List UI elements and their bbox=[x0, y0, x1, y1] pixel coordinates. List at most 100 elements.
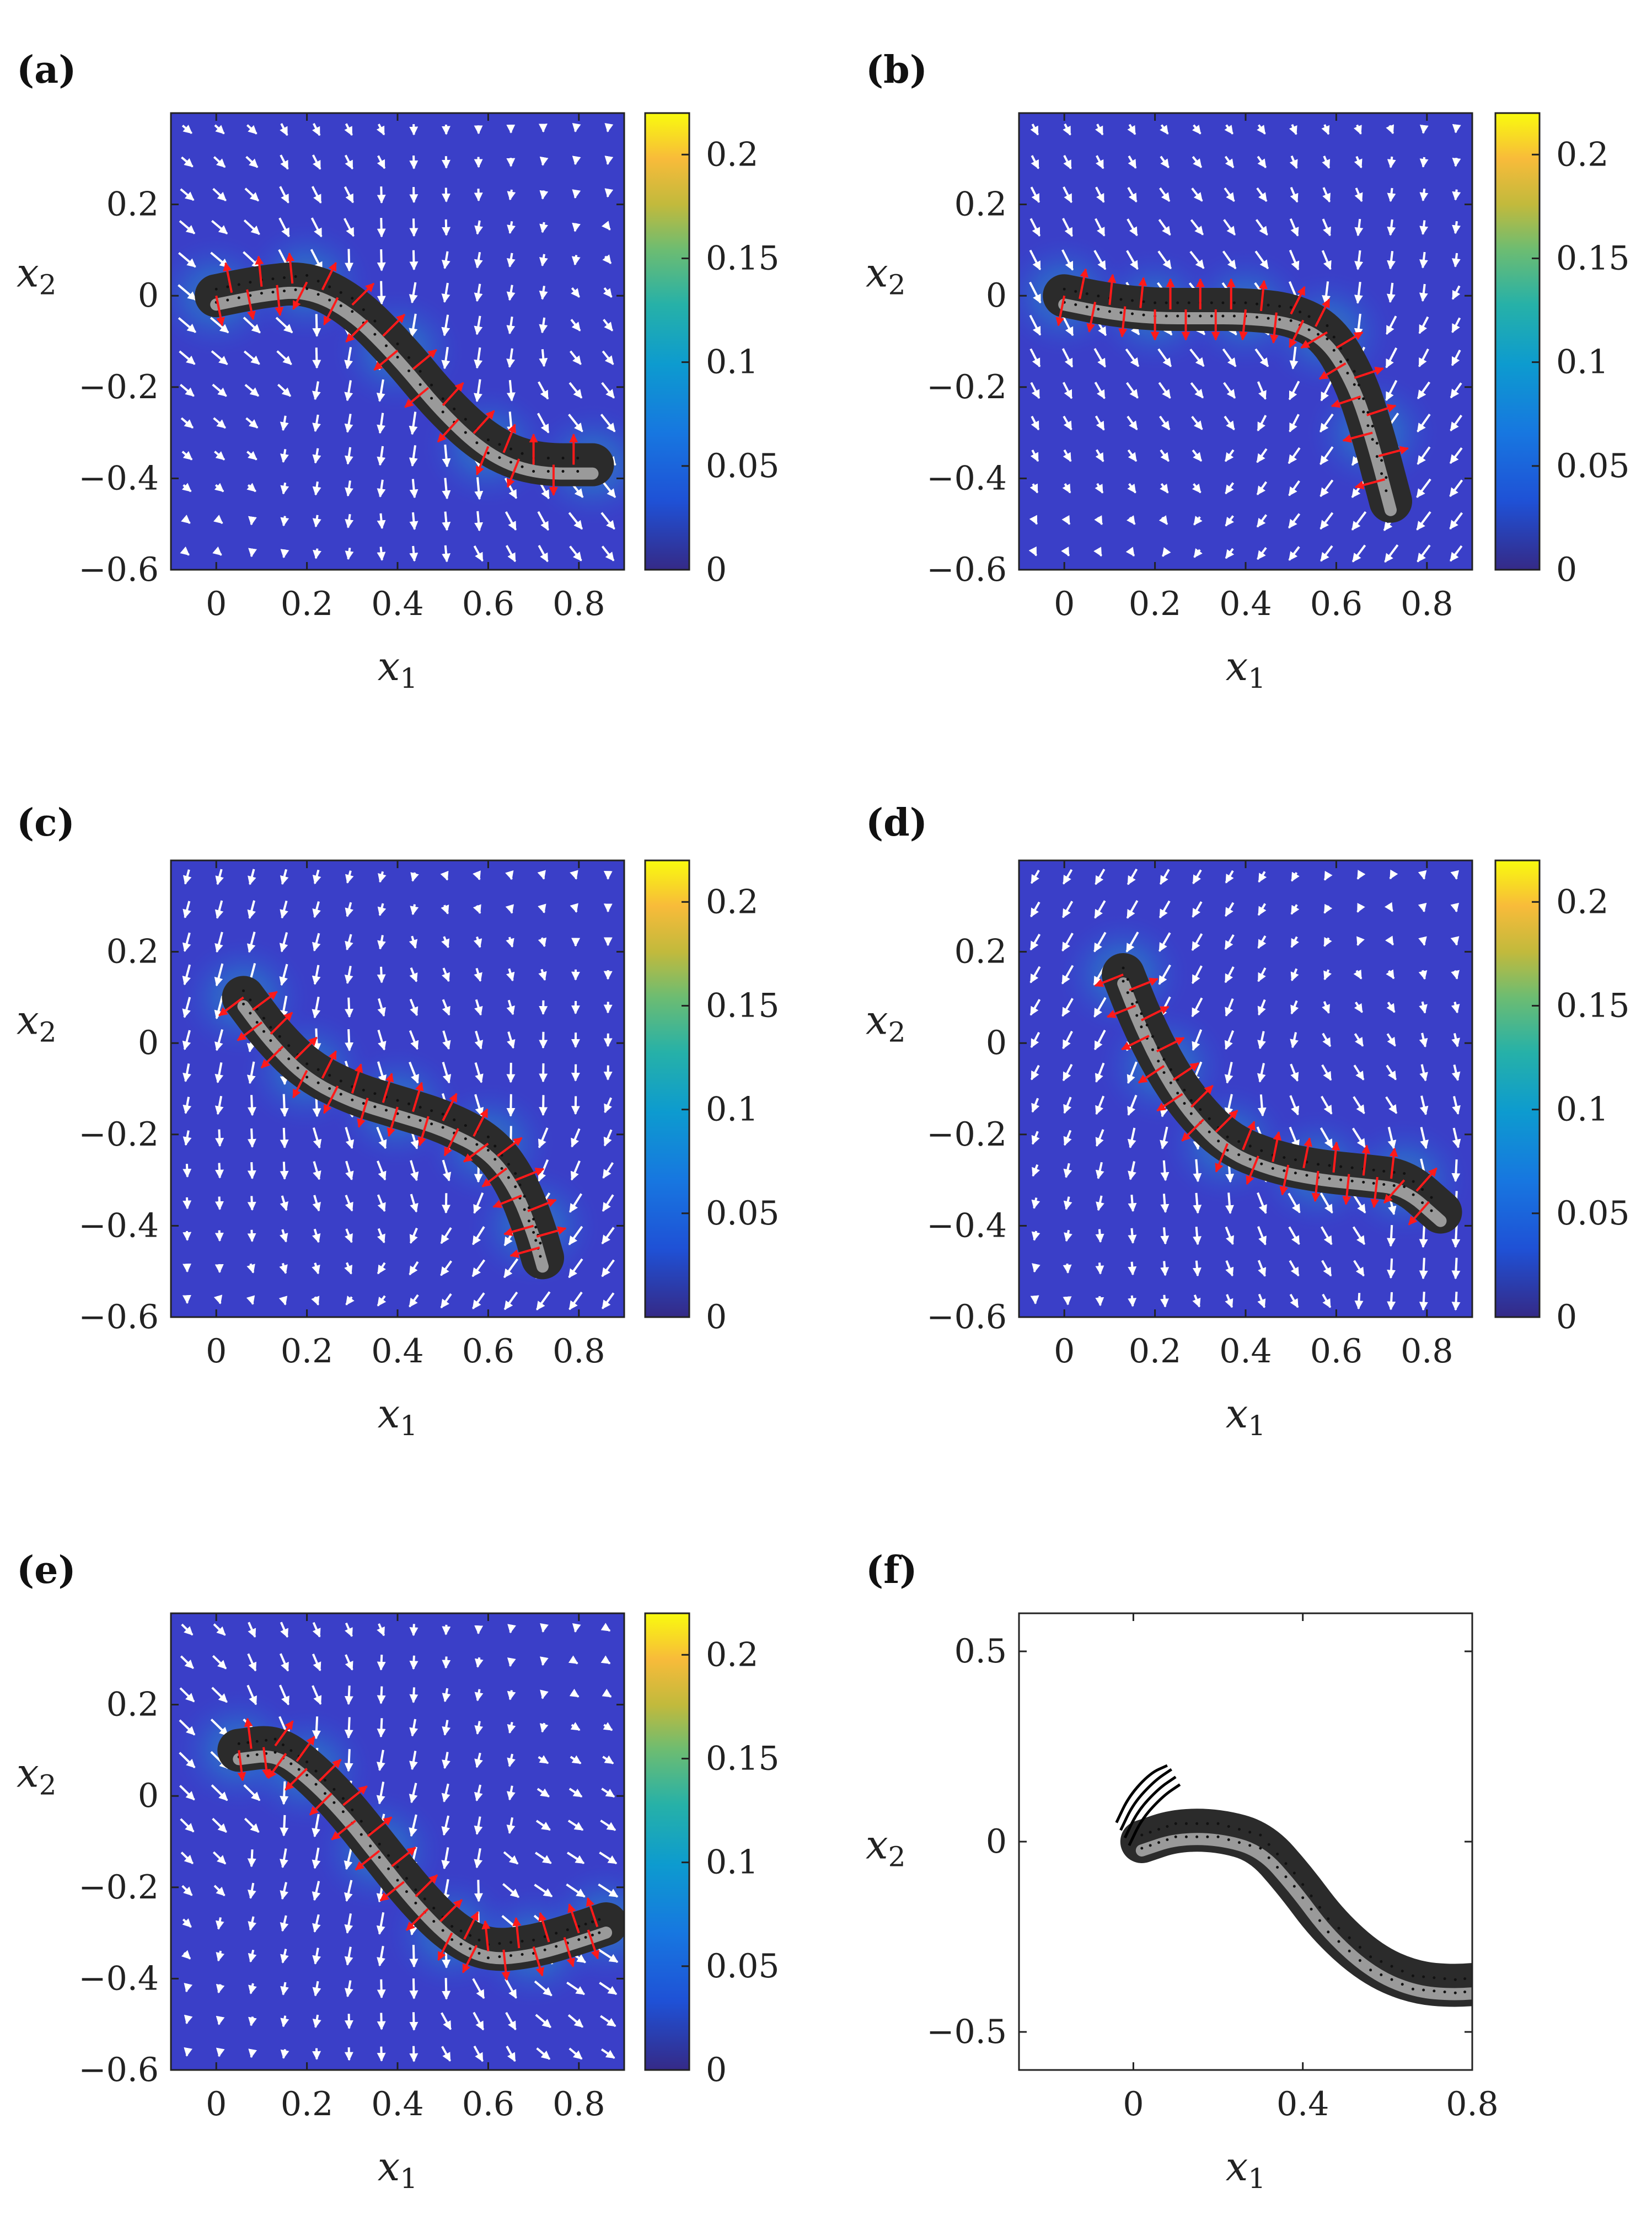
y-tick-label: −0.2 bbox=[78, 1115, 159, 1154]
body-node bbox=[362, 1088, 365, 1092]
flow-arrow bbox=[312, 1948, 321, 1965]
force-arrow bbox=[473, 1108, 489, 1137]
flow-arrow bbox=[1128, 1161, 1136, 1180]
flow-arrow bbox=[280, 1229, 288, 1243]
body-node bbox=[1140, 1025, 1143, 1029]
flow-arrow bbox=[507, 1657, 516, 1667]
flagellum-line bbox=[1115, 1764, 1168, 1823]
flow-arrow bbox=[1386, 315, 1397, 335]
body-node bbox=[419, 1119, 422, 1122]
flow-arrow bbox=[345, 1622, 353, 1637]
flow-arrow bbox=[1386, 282, 1396, 303]
body-node bbox=[362, 1101, 365, 1105]
body-node bbox=[1422, 1975, 1425, 1978]
flow-arrow bbox=[409, 1814, 417, 1837]
body-node bbox=[1195, 1822, 1199, 1825]
flow-arrow bbox=[1449, 545, 1463, 562]
body-node bbox=[1145, 1024, 1149, 1026]
flow-arrow bbox=[377, 513, 386, 529]
y-axis-label-sub: 2 bbox=[888, 269, 906, 301]
force-arrow bbox=[294, 1036, 318, 1060]
force-arrow bbox=[1259, 280, 1268, 312]
flow-arrow bbox=[602, 1162, 614, 1179]
flow-arrow bbox=[344, 1946, 353, 1966]
body-node bbox=[1350, 1179, 1354, 1183]
flow-arrow bbox=[535, 1852, 552, 1864]
flow-arrow bbox=[1323, 969, 1332, 981]
flow-arrow bbox=[603, 1129, 613, 1147]
flow-arrow bbox=[538, 1127, 549, 1149]
flow-arrow bbox=[1416, 478, 1431, 498]
flow-arrow bbox=[1127, 186, 1138, 203]
body-node bbox=[305, 287, 309, 290]
flow-arrow bbox=[1386, 1064, 1397, 1080]
flow-arrow bbox=[344, 1685, 353, 1705]
flow-arrow bbox=[1128, 1195, 1137, 1212]
body-node bbox=[249, 281, 252, 284]
body-node bbox=[532, 1231, 535, 1234]
flow-arrow bbox=[1385, 347, 1398, 368]
body-node bbox=[523, 1195, 526, 1198]
flow-arrow bbox=[344, 1717, 353, 1739]
flow-arrow bbox=[275, 317, 293, 334]
flow-arrow bbox=[539, 1722, 549, 1733]
plot-content bbox=[173, 1622, 624, 2062]
flow-arrow bbox=[1419, 283, 1428, 302]
flow-arrow bbox=[1290, 936, 1299, 948]
flow-arrow bbox=[1257, 1192, 1267, 1215]
flow-arrow bbox=[1093, 997, 1107, 1018]
body-node bbox=[1074, 290, 1077, 293]
flow-arrow bbox=[184, 1982, 193, 1993]
flow-arrow bbox=[1258, 871, 1267, 883]
body-node bbox=[598, 1918, 601, 1921]
body-node bbox=[305, 1761, 309, 1764]
flow-arrow bbox=[442, 1656, 451, 1669]
body-node bbox=[341, 1797, 345, 1800]
flow-arrow bbox=[182, 932, 191, 953]
flow-arrow bbox=[599, 1982, 618, 1996]
flow-arrow bbox=[409, 445, 418, 467]
body-node bbox=[262, 1030, 266, 1033]
flow-arrow bbox=[345, 1127, 355, 1149]
body-node bbox=[1097, 295, 1100, 298]
body-node bbox=[514, 1172, 517, 1175]
flow-arrow bbox=[344, 1880, 353, 1902]
flow-arrow bbox=[1029, 218, 1041, 237]
flow-arrow bbox=[1061, 249, 1074, 271]
flow-arrow bbox=[506, 968, 515, 982]
body-node bbox=[1473, 1989, 1476, 1992]
x-axis-label: x1 bbox=[378, 1390, 417, 1442]
colorbar: 0 0.05 0.1 0.15 0.2 bbox=[644, 1612, 780, 2089]
flow-arrow bbox=[572, 1623, 581, 1633]
x-tick-label: 0.2 bbox=[1129, 1332, 1181, 1371]
panel-label: (e) bbox=[17, 1548, 76, 1592]
flow-arrow bbox=[245, 156, 259, 168]
flow-arrow bbox=[1061, 965, 1074, 985]
flow-arrow bbox=[1062, 218, 1074, 237]
flow-arrow bbox=[1191, 188, 1203, 202]
flow-arrow bbox=[474, 1689, 484, 1702]
body-node bbox=[255, 1740, 259, 1743]
flagellum-line bbox=[1128, 1783, 1181, 1846]
x-tick-label: 0 bbox=[1054, 1332, 1075, 1371]
flow-arrow bbox=[312, 1685, 322, 1705]
body-node bbox=[1176, 301, 1179, 304]
body-node bbox=[265, 1738, 268, 1742]
flow-arrow bbox=[474, 511, 484, 532]
body-node bbox=[269, 1026, 272, 1029]
force-arrow bbox=[1318, 362, 1347, 380]
body-node bbox=[1362, 1180, 1365, 1184]
x-tick-label: 0 bbox=[206, 585, 227, 623]
flow-arrow bbox=[1289, 346, 1299, 370]
flow-arrow bbox=[1450, 902, 1460, 913]
flow-arrow bbox=[1225, 482, 1235, 495]
force-arrow bbox=[1361, 1144, 1371, 1176]
body-node bbox=[1187, 301, 1190, 304]
body-node bbox=[1380, 472, 1383, 475]
flow-arrow bbox=[1096, 155, 1104, 169]
force-arrow bbox=[331, 1820, 356, 1841]
body-node bbox=[591, 1933, 594, 1937]
flow-arrow bbox=[312, 123, 321, 136]
flow-arrow bbox=[179, 220, 196, 234]
flow-arrow bbox=[1256, 187, 1268, 202]
